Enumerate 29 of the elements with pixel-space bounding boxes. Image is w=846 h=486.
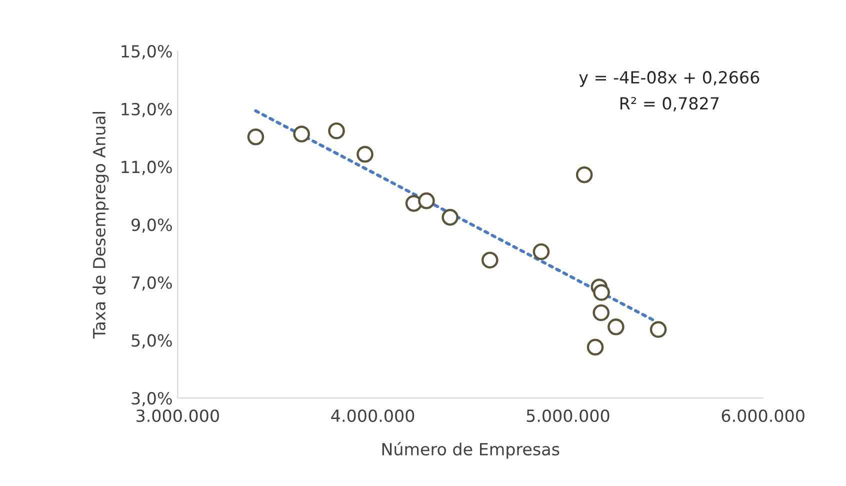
x-axis-title: Número de Empresas [382, 442, 560, 459]
y-tick-label: 13,0% [122, 102, 172, 118]
y-tick-label: 15,0% [122, 44, 172, 60]
point [442, 208, 458, 226]
point [608, 318, 624, 336]
point [593, 284, 610, 301]
x-tick-label: 4.000.000 [331, 409, 414, 422]
y-tick-label: 7,0% [132, 276, 172, 291]
point [532, 243, 550, 260]
annotation: R² = 0,7827 [620, 97, 719, 112]
point [247, 128, 264, 146]
y-axis-title: Taxa de Desemprego Anual [92, 112, 109, 339]
point [481, 252, 498, 268]
y-tick-label: 9,0% [132, 218, 172, 233]
x-tick-label: 5.000.000 [526, 409, 610, 422]
x-tick-label: 3.000.000 [136, 409, 219, 422]
annotation: y = -4E-08x + 0,2666 [579, 71, 760, 87]
point [576, 166, 593, 184]
point [650, 321, 667, 338]
point [293, 126, 310, 142]
point [418, 192, 435, 210]
y-tick-label: 5,0% [132, 334, 172, 348]
y-tick-label: 11,0% [122, 160, 172, 175]
point [356, 146, 374, 163]
point [586, 338, 604, 356]
x-tick-label: 6.000.000 [722, 409, 804, 422]
point [592, 304, 610, 322]
point [328, 122, 345, 140]
y-tick-label: 3,0% [132, 392, 172, 406]
